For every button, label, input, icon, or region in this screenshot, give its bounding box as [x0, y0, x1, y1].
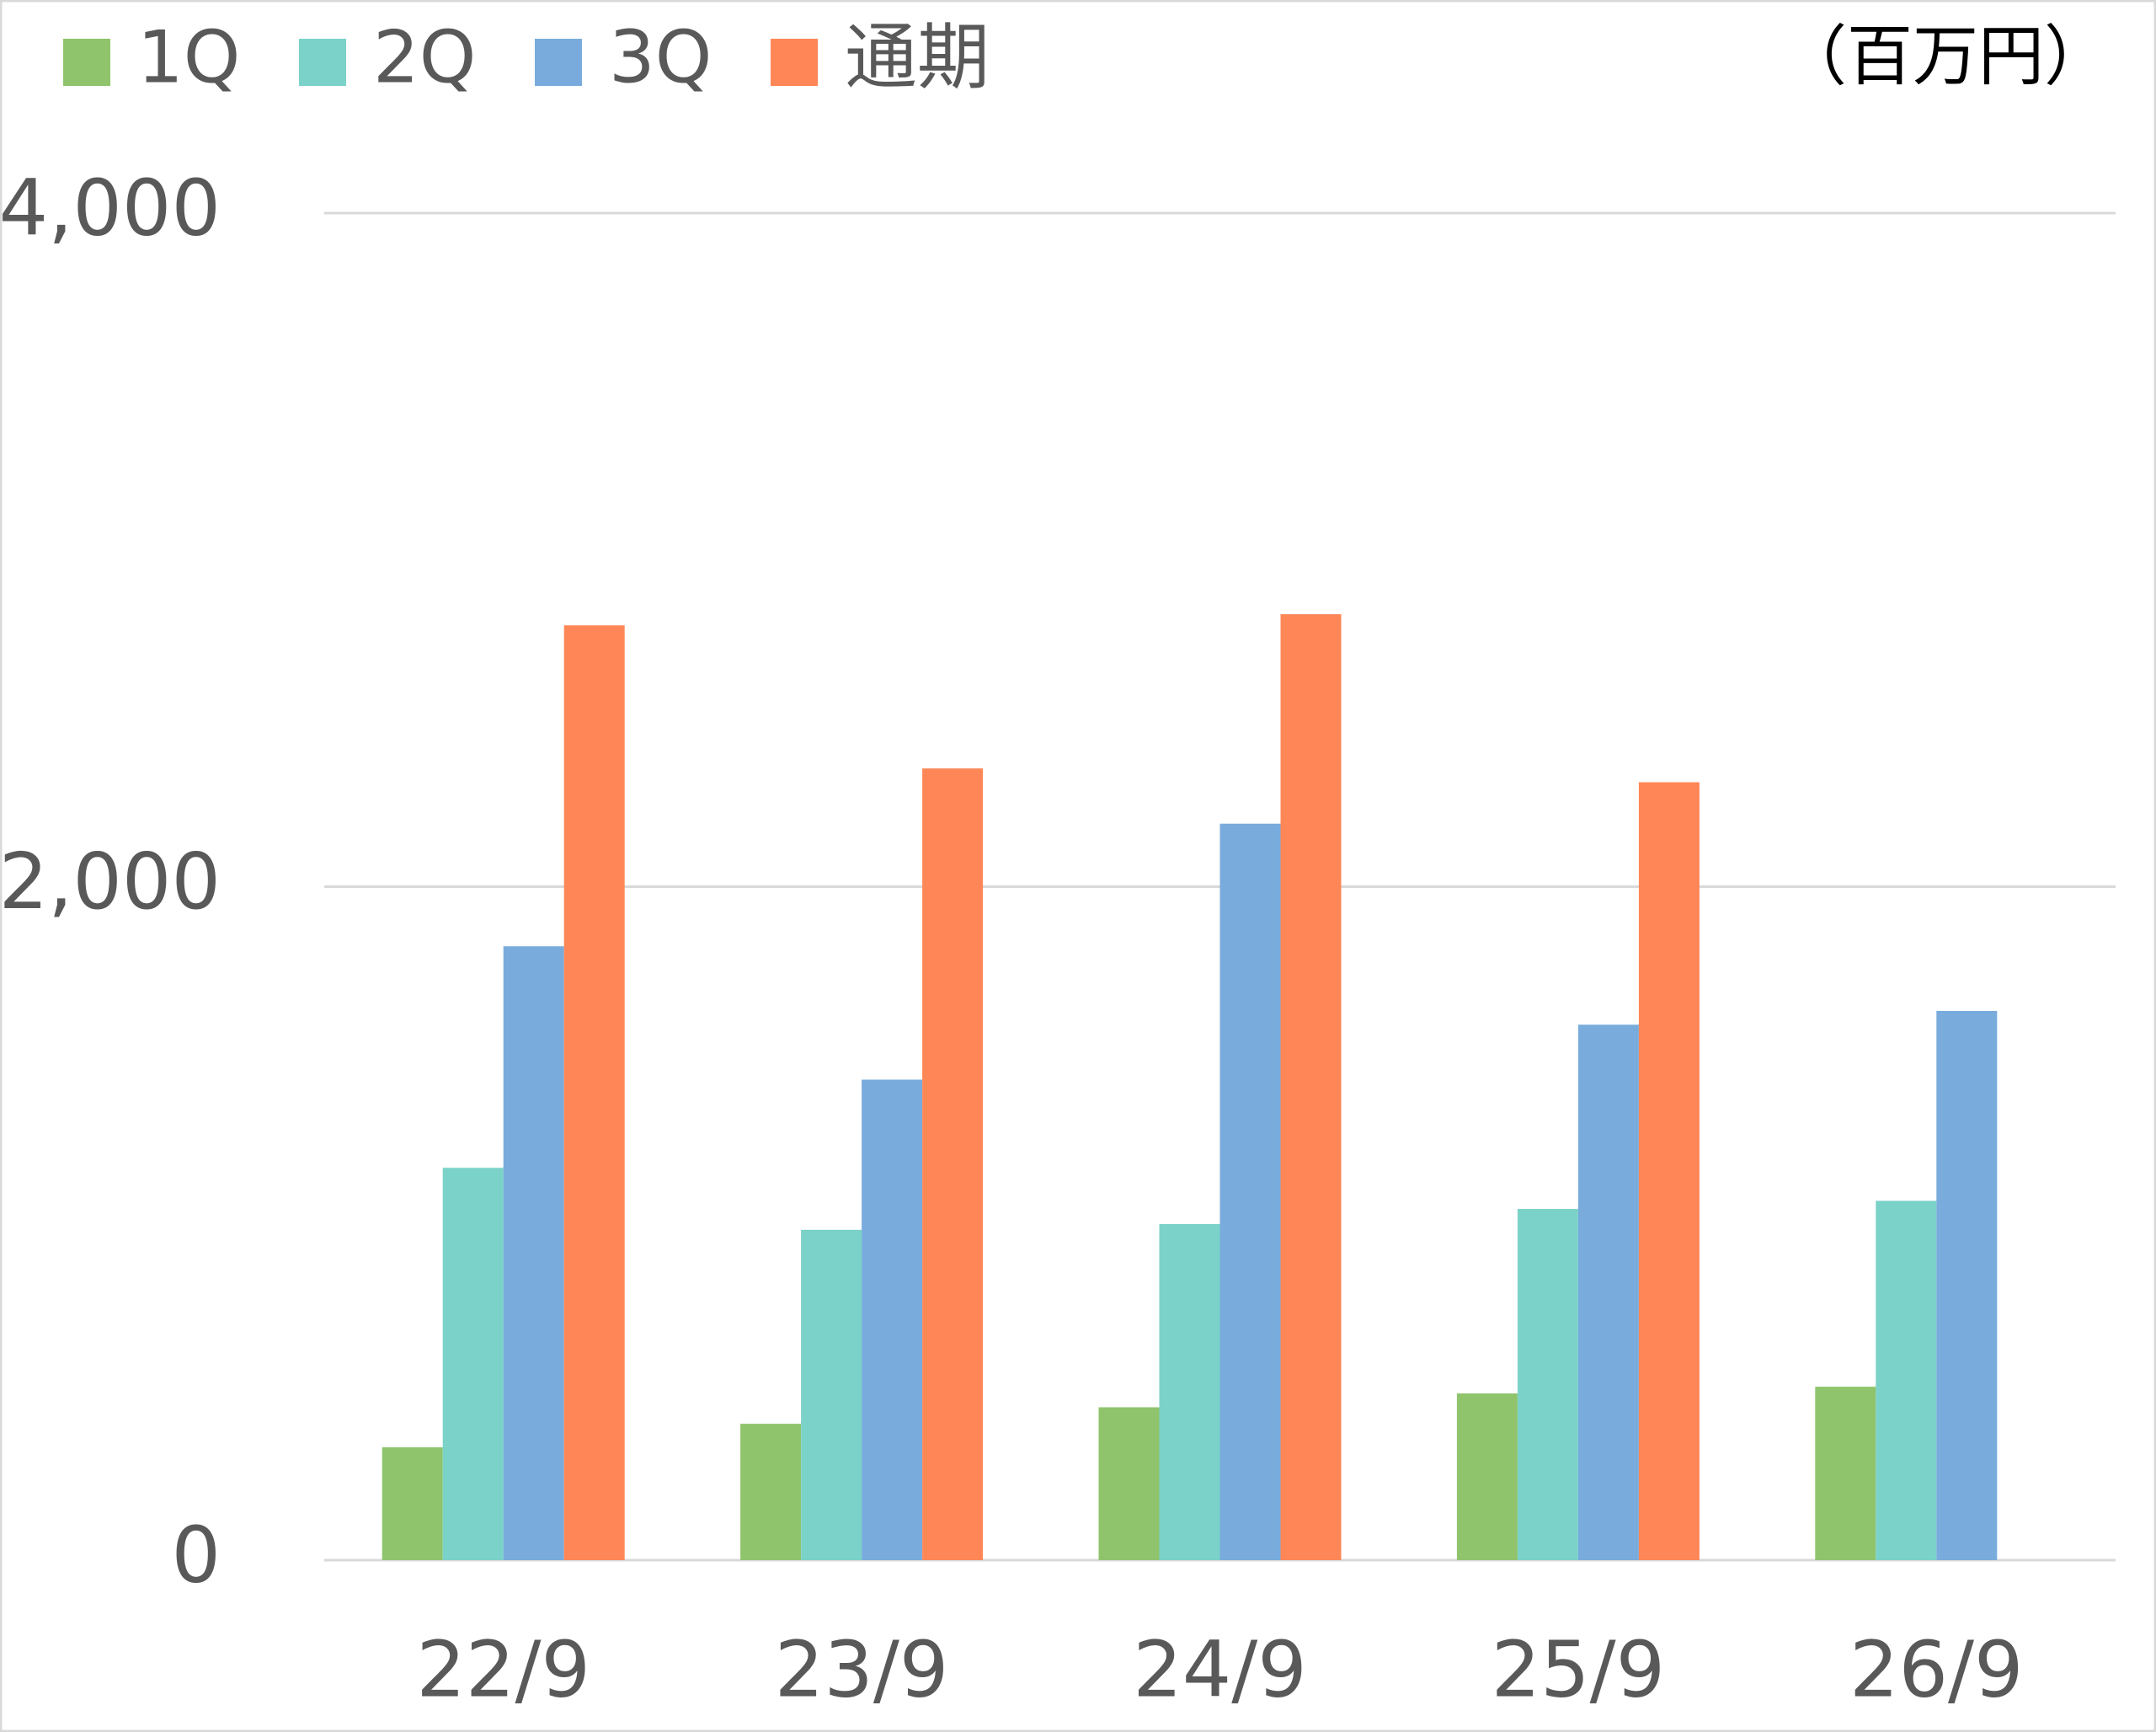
- legend-label: 2Q: [373, 15, 476, 99]
- x-tick-label: 23/9: [775, 1624, 949, 1714]
- x-tick-label: 24/9: [1133, 1624, 1307, 1714]
- y-tick-label: 0: [171, 1510, 221, 1600]
- bar: [1936, 1011, 1998, 1560]
- bar: [1280, 614, 1342, 1560]
- bar: [1815, 1387, 1876, 1560]
- unit-label: （百万円）: [1781, 19, 2110, 94]
- x-tick-label: 22/9: [416, 1624, 590, 1714]
- bar: [1159, 1224, 1220, 1560]
- x-tick-label: 26/9: [1849, 1624, 2024, 1714]
- bar: [1456, 1393, 1518, 1560]
- bar: [801, 1229, 862, 1560]
- legend-label: 1Q: [137, 15, 240, 99]
- legend-swatch: [299, 39, 346, 86]
- bar: [1638, 782, 1700, 1560]
- bar: [1098, 1407, 1160, 1560]
- legend-label: 通期: [845, 15, 990, 99]
- bar: [563, 625, 625, 1561]
- bar: [1517, 1209, 1578, 1560]
- y-tick-label: 4,000: [0, 163, 221, 253]
- bar: [1577, 1024, 1639, 1560]
- legend-swatch: [63, 39, 110, 86]
- x-tick-label: 25/9: [1492, 1624, 1666, 1714]
- bar: [862, 1079, 923, 1560]
- bar: [503, 946, 564, 1560]
- legend-swatch: [771, 39, 818, 86]
- bar: [1876, 1200, 1937, 1560]
- bar: [382, 1447, 443, 1560]
- bar: [1219, 823, 1281, 1560]
- bar: [922, 768, 984, 1560]
- legend-swatch: [535, 39, 582, 86]
- legend-label: 3Q: [609, 15, 712, 99]
- bar: [442, 1168, 504, 1560]
- bar: [740, 1424, 802, 1560]
- y-tick-label: 2,000: [0, 837, 221, 927]
